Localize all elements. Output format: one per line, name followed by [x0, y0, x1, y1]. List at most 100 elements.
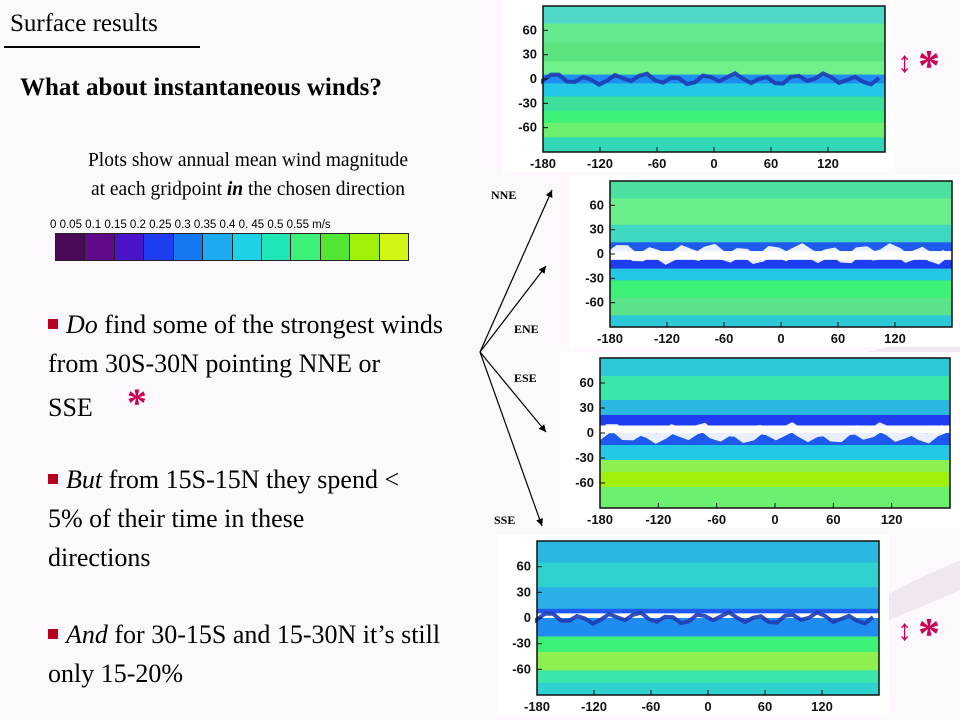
y-tick-label: -30	[585, 270, 604, 285]
x-tick-label: -60	[648, 156, 667, 171]
plot-band	[600, 472, 950, 488]
colorbar-swatch	[85, 234, 115, 260]
plot-band	[600, 445, 950, 461]
colorbar-swatch	[56, 234, 86, 260]
plot-ene: 60 30 0 -30 -60 -180 -120 -60 0 60 120	[570, 175, 960, 347]
colorbar-swatch	[144, 234, 174, 260]
colorbar	[55, 233, 409, 261]
x-tick-label: -180	[597, 331, 623, 346]
x-tick-label: -60	[707, 512, 726, 527]
up-down-arrow-icon: ↕	[897, 614, 912, 647]
bullet-3-emphasis: And	[66, 620, 108, 649]
bullet-2: But from 15S-15N they spend < 5% of thei…	[48, 460, 408, 577]
plot-reference-bottom: 60 30 0 -30 -60 -180 -120 -60 0 60 120	[497, 535, 889, 715]
y-tick-label: 60	[580, 375, 594, 390]
x-tick-label: -120	[645, 512, 671, 527]
caption-emphasis: in	[226, 179, 244, 200]
bullet-1-text: find some of the strongest winds from 30…	[48, 310, 443, 422]
x-tick-label: 120	[884, 331, 906, 346]
plot-band	[610, 280, 952, 299]
x-tick-label: -120	[581, 699, 607, 714]
y-tick-label: 0	[530, 71, 537, 86]
plot-band	[600, 415, 950, 426]
y-tick-label: -60	[575, 475, 594, 490]
caption-line-2-end: the chosen direction	[243, 179, 406, 200]
label-nne: NNE	[491, 188, 517, 202]
plot-band	[543, 83, 885, 98]
bullet-2-emphasis: But	[66, 465, 103, 494]
subheading: What about instantaneous winds?	[20, 74, 382, 101]
y-tick-label: 30	[523, 47, 537, 62]
y-tick-label: -60	[518, 120, 537, 135]
equatorial-streak	[541, 70, 881, 87]
plot-band	[600, 376, 950, 401]
colorbar-swatch	[320, 234, 351, 260]
x-tick-label: -60	[715, 331, 734, 346]
x-tick-label: -120	[654, 331, 680, 346]
bullet-3: And for 30-15S and 15-30N it’s still onl…	[48, 615, 448, 693]
x-tick-label: 0	[704, 699, 711, 714]
y-tick-label: -60	[585, 295, 604, 310]
slide-title: Surface results	[10, 10, 158, 37]
plot-band	[610, 224, 952, 243]
x-tick-label: -60	[642, 699, 661, 714]
x-tick-label: 60	[826, 512, 840, 527]
x-tick-label: 60	[758, 699, 772, 714]
x-tick-label: -120	[587, 156, 613, 171]
plot-band	[543, 122, 885, 138]
y-tick-label: 0	[587, 425, 594, 440]
plot-band	[543, 6, 885, 25]
label-sse: SSE	[494, 513, 516, 527]
plot-band	[610, 268, 952, 281]
label-ene: ENE	[514, 322, 539, 336]
arrow-sse	[479, 351, 543, 527]
y-tick-label: -60	[512, 661, 531, 676]
colorbar-swatch	[232, 234, 262, 260]
x-tick-label: -180	[587, 512, 613, 527]
bullet-3-text: for 30-15S and 15-30N it’s still only 15…	[48, 620, 441, 688]
plot-band	[543, 96, 885, 112]
caption-line-1: Plots show annual mean wind magnitude	[87, 150, 409, 171]
colorbar-swatch	[173, 234, 204, 260]
plot-band	[537, 541, 879, 564]
caption-line-2: at each gridpoint in the chosen directio…	[14, 175, 482, 204]
x-tick-label: 120	[817, 156, 839, 171]
plot-band	[537, 651, 879, 671]
plot-band	[537, 562, 879, 588]
plot-band	[610, 242, 952, 252]
x-tick-label: 0	[777, 331, 784, 346]
plot-band	[600, 487, 950, 509]
plot-band	[600, 400, 950, 416]
plot-band	[610, 198, 952, 226]
bullet-1-star: *	[126, 380, 147, 425]
x-tick-label: 0	[710, 156, 717, 171]
x-tick-label: 0	[771, 512, 778, 527]
colorbar-swatch	[203, 234, 233, 260]
colorbar-swatch	[350, 234, 380, 260]
y-tick-label: -30	[575, 450, 594, 465]
plot-band	[537, 587, 879, 610]
star-marker-bottom: *	[918, 609, 940, 658]
bullet-marker	[48, 474, 58, 485]
y-tick-label: 60	[523, 22, 537, 37]
plot-band	[543, 111, 885, 124]
arrow-ese	[479, 351, 547, 433]
y-tick-label: 0	[524, 610, 531, 625]
star-marker-top: *	[918, 41, 940, 90]
plot-band	[537, 670, 879, 684]
plot-band	[537, 618, 879, 637]
plot-band	[543, 137, 885, 153]
y-tick-label: -30	[518, 95, 537, 110]
equatorial-streak	[595, 422, 946, 444]
plot-band	[600, 358, 950, 377]
bullet-1: Do find some of the strongest winds from…	[48, 305, 468, 427]
arrow-nne	[479, 189, 553, 353]
plot-band	[543, 23, 885, 43]
y-tick-label: 60	[590, 197, 604, 212]
plot-caption: Plots show annual mean wind magnitude at…	[14, 146, 482, 204]
y-tick-label: 60	[517, 559, 531, 574]
plot-band	[537, 682, 879, 696]
plot-band	[537, 636, 879, 653]
plot-band	[543, 42, 885, 62]
bullet-2-text: from 15S-15N they spend < 5% of their ti…	[48, 465, 400, 572]
